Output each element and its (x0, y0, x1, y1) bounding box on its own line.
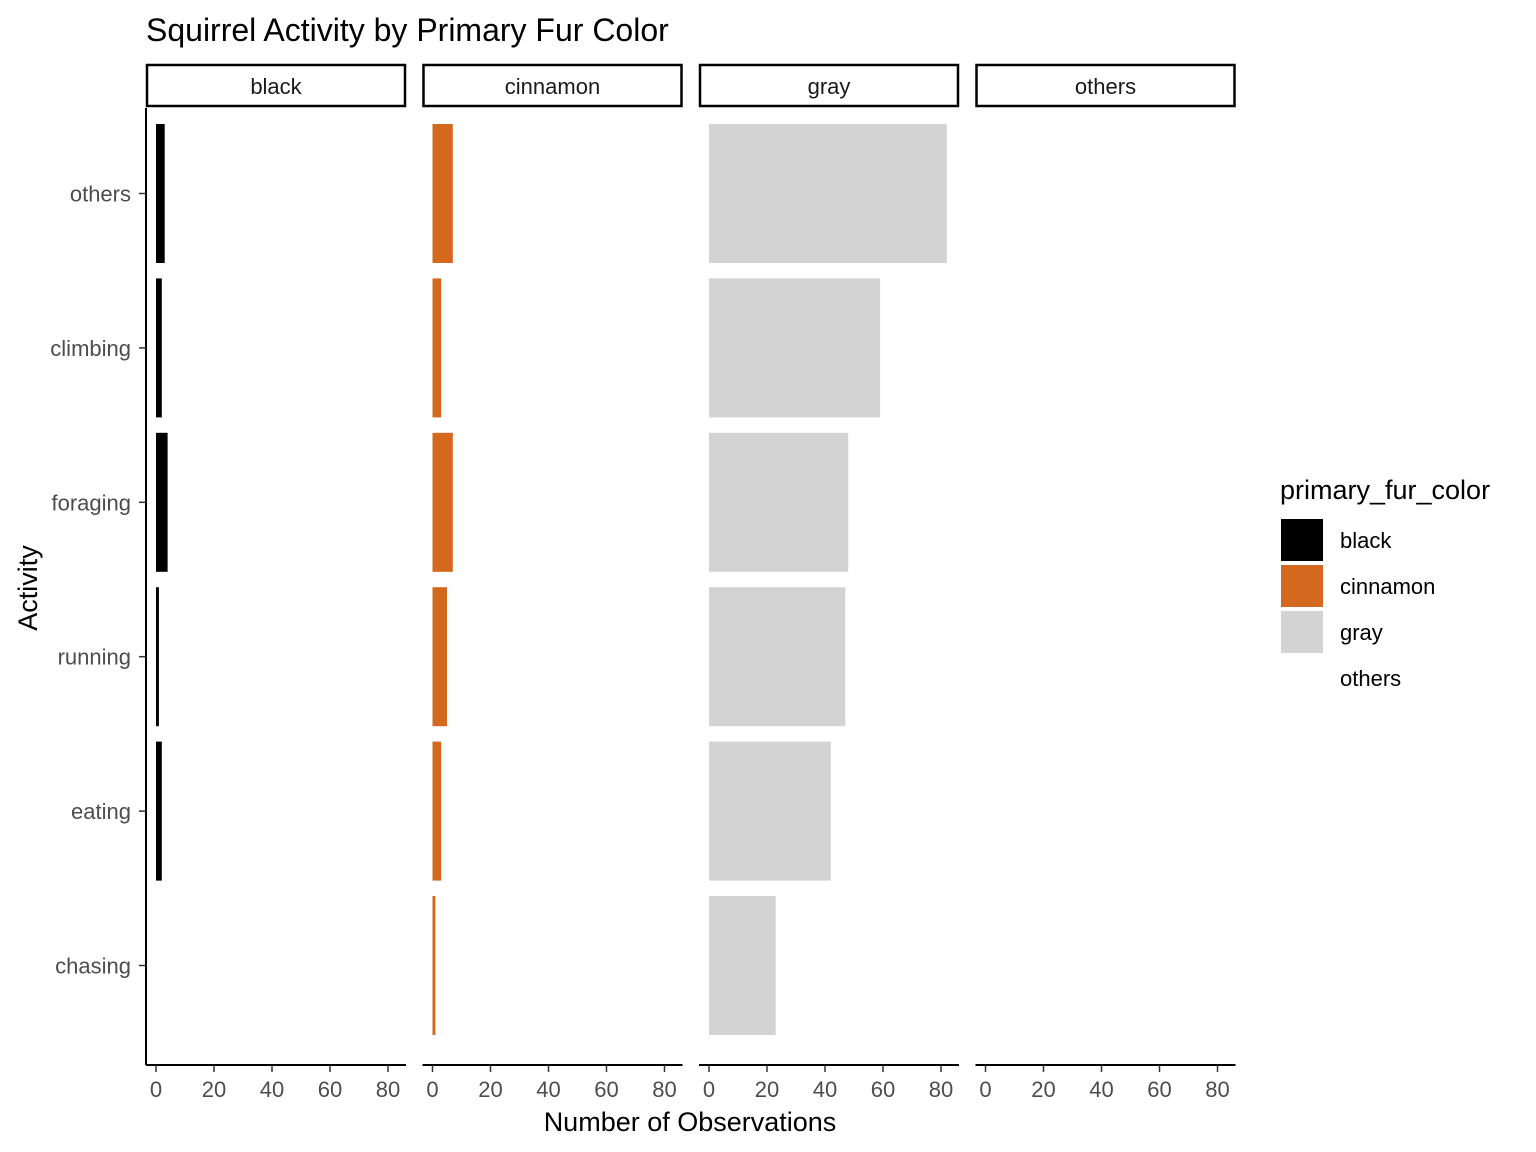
x-tick-label: 60 (318, 1077, 342, 1102)
x-tick-label: 60 (871, 1077, 895, 1102)
y-tick-label: climbing (50, 336, 131, 361)
y-tick-label: others (70, 182, 131, 207)
bar-black-eating (156, 741, 162, 881)
y-tick-label: chasing (55, 954, 131, 979)
legend-key-black (1281, 519, 1323, 561)
bar-black-others (156, 124, 165, 263)
x-tick-label: 40 (536, 1077, 560, 1102)
legend-label-black: black (1340, 528, 1392, 553)
facet-strip-label: black (250, 74, 302, 99)
facet-strip-label: gray (808, 74, 851, 99)
x-tick-label: 20 (478, 1077, 502, 1102)
x-tick-label: 40 (260, 1077, 284, 1102)
chart-title: Squirrel Activity by Primary Fur Color (146, 12, 669, 48)
legend-title: primary_fur_color (1280, 475, 1490, 505)
bar-gray-chasing (709, 896, 776, 1035)
x-tick-label: 0 (150, 1077, 162, 1102)
facet-panel-gray: gray 0 20 40 60 80 (698, 63, 960, 1102)
x-tick-label: 20 (755, 1077, 779, 1102)
facet-strip-box (145, 63, 407, 108)
bar-black-climbing (156, 278, 162, 418)
x-tick-label: 0 (426, 1077, 438, 1102)
bar-gray-climbing (709, 278, 881, 418)
x-tick-label: 60 (594, 1077, 618, 1102)
x-tick-label: 0 (703, 1077, 715, 1102)
bar-gray-others (709, 124, 947, 263)
facet-panel-black: black 0 20 40 60 80 (145, 63, 407, 1102)
x-tick-label: 40 (1089, 1077, 1113, 1102)
bar-gray-eating (709, 741, 831, 881)
bar-cinnamon-climbing (432, 278, 442, 418)
legend-label-cinnamon: cinnamon (1340, 574, 1435, 599)
legend-label-gray: gray (1340, 620, 1383, 645)
bar-black-foraging (156, 432, 168, 572)
facet-strip-label: others (1075, 74, 1136, 99)
x-tick-label: 80 (929, 1077, 953, 1102)
bar-cinnamon-others (432, 124, 453, 263)
x-tick-label: 80 (1205, 1077, 1229, 1102)
bar-cinnamon-chasing (432, 896, 436, 1035)
y-axis-title: Activity (13, 545, 43, 631)
facet-panel-cinnamon: cinnamon 0 20 40 60 80 (422, 63, 683, 1102)
x-tick-label: 80 (376, 1077, 400, 1102)
bar-cinnamon-foraging (432, 432, 453, 572)
x-axis-title: Number of Observations (544, 1107, 837, 1137)
y-tick-label: foraging (51, 490, 131, 515)
legend-key-others (1281, 657, 1323, 699)
bar-gray-running (709, 587, 846, 727)
x-tick-label: 20 (1031, 1077, 1055, 1102)
facet-strip-label: cinnamon (505, 74, 600, 99)
facet-strip-box (975, 63, 1236, 108)
legend-key-gray (1281, 611, 1323, 653)
x-tick-label: 60 (1147, 1077, 1171, 1102)
y-tick-label: running (58, 645, 131, 670)
bar-black-running (156, 587, 159, 727)
bar-cinnamon-eating (432, 741, 442, 881)
facet-panel-others: others 0 20 40 60 80 (975, 63, 1236, 1102)
legend-key-cinnamon (1281, 565, 1323, 607)
x-tick-label: 0 (979, 1077, 991, 1102)
legend: primary_fur_color black cinnamon gray other… (1280, 475, 1490, 699)
legend-label-others: others (1340, 666, 1401, 691)
facet-strip-box (422, 63, 683, 108)
bar-gray-foraging (709, 432, 849, 572)
y-axis: others climbing foraging running eating chasi… (50, 108, 147, 1065)
x-tick-label: 20 (202, 1077, 226, 1102)
x-tick-label: 80 (652, 1077, 676, 1102)
y-tick-label: eating (71, 799, 131, 824)
facet-panels: black 0 20 40 60 80 cinnamon 0 20 40 60 80 gray 0 20 40… (145, 63, 1236, 1102)
facet-strip-box (698, 63, 960, 108)
x-tick-label: 40 (813, 1077, 837, 1102)
bar-cinnamon-running (432, 587, 447, 727)
